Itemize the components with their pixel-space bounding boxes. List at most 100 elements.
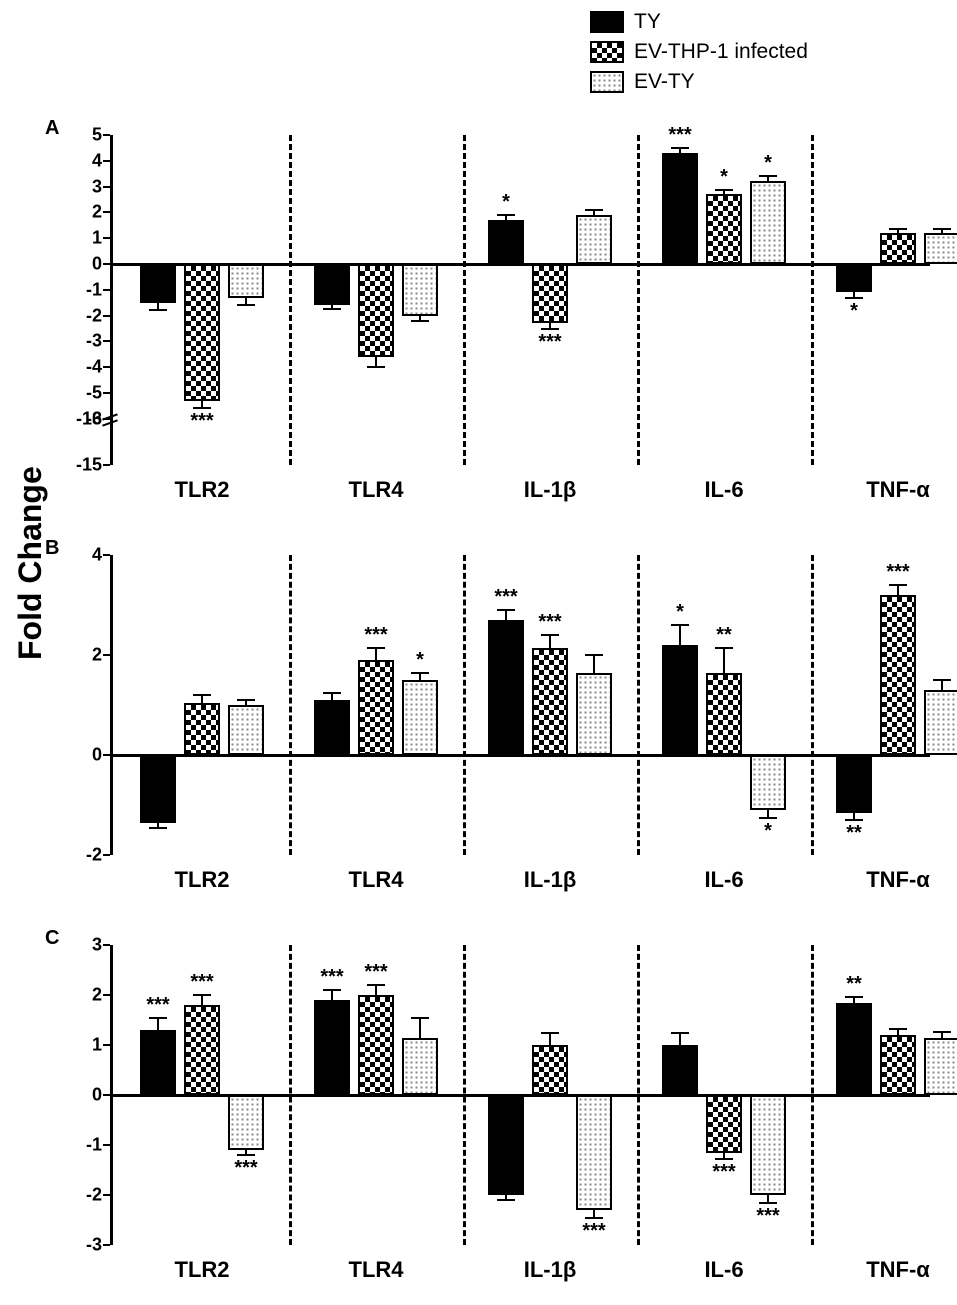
bar [924,1038,957,1096]
significance-marker: * [676,601,684,624]
bar [576,673,612,756]
bar [358,264,394,357]
significance-marker: *** [756,1205,779,1228]
ytick-label: -2 [86,1185,102,1206]
bar [836,264,872,292]
x-category-label: TNF-α [866,1257,930,1283]
ytick-label: 3 [92,935,102,956]
bar [314,264,350,305]
figure-container: TY EV-THP-1 infected EV-TY Fold Change A… [0,0,957,1305]
ytick-label: -2 [86,305,102,326]
ytick-label: -3 [86,331,102,352]
significance-marker: *** [234,1157,257,1180]
bar [402,264,438,316]
bar [706,673,742,756]
ytick-label: 0 [92,254,102,275]
bar [532,1045,568,1095]
bar [358,660,394,755]
y-axis-label: Fold Change [12,466,49,660]
ytick-label: 0 [92,1085,102,1106]
bar [184,703,220,756]
ytick-label: 1 [92,228,102,249]
bar [880,1035,916,1095]
significance-marker: * [850,300,858,323]
ytick-label: 1 [92,1035,102,1056]
ytick-label: -3 [86,1235,102,1256]
bar [880,595,916,755]
significance-marker: *** [190,410,213,433]
x-category-label: TLR2 [175,1257,230,1283]
bar [402,680,438,755]
significance-marker: * [720,166,728,189]
chart-area: -3-2-10123TLR2*********TLR4******IL-1β**… [110,945,930,1245]
bar [140,264,176,303]
ytick-label: -13 [76,408,102,429]
x-category-label: IL-1β [524,1257,577,1283]
significance-marker: *** [538,611,561,634]
bar [402,1038,438,1096]
panel-label: C [45,927,59,950]
bar [140,755,176,823]
panel-a: A-6-5-4-3-2-1012345-15-13TLR2***TLR4IL-1… [110,135,930,465]
bar [228,1095,264,1150]
ytick-label: 0 [92,745,102,766]
legend-label: TY [634,10,661,34]
significance-marker: *** [364,624,387,647]
x-category-label: TLR4 [349,867,404,893]
bar [662,1045,698,1095]
ytick-label: 2 [92,202,102,223]
significance-marker: ** [846,822,862,845]
bar [750,755,786,810]
bar [750,1095,786,1195]
bar [880,233,916,264]
chart-area: -6-5-4-3-2-1012345-15-13TLR2***TLR4IL-1β… [110,135,930,465]
legend-item: EV-TY [590,70,808,94]
panel-c: C-3-2-10123TLR2*********TLR4******IL-1β*… [110,945,930,1245]
ytick-label: 2 [92,985,102,1006]
bar [706,194,742,264]
significance-marker: * [502,191,510,214]
x-category-label: TLR2 [175,477,230,503]
significance-marker: ** [846,973,862,996]
x-category-label: TNF-α [866,867,930,893]
bar [924,690,957,755]
bar [228,264,264,298]
legend: TY EV-THP-1 infected EV-TY [590,10,808,94]
bar [532,264,568,323]
bar [358,995,394,1095]
bar [662,153,698,264]
bar [924,233,957,264]
legend-swatch-evthp1 [590,41,624,63]
bar [488,620,524,755]
significance-marker: *** [538,331,561,354]
x-category-label: TLR2 [175,867,230,893]
bar [184,1005,220,1095]
ytick-label: -1 [86,279,102,300]
legend-item: TY [590,10,808,34]
x-category-label: TLR4 [349,477,404,503]
ytick-label: -4 [86,357,102,378]
bar [836,755,872,813]
significance-marker: *** [886,561,909,584]
panel-label: B [45,537,59,560]
legend-label: EV-THP-1 infected [634,40,808,64]
x-category-label: IL-1β [524,477,577,503]
bar [706,1095,742,1153]
x-category-label: IL-1β [524,867,577,893]
ytick-label: -1 [86,1135,102,1156]
ytick-label: -15 [76,455,102,476]
ytick-label: 4 [92,150,102,171]
ytick-label: 2 [92,645,102,666]
panel-b: B-2024TLR2TLR4****IL-1β******IL-6****TNF… [110,555,930,855]
x-category-label: IL-6 [704,867,743,893]
ytick-label: 4 [92,545,102,566]
bar [532,648,568,756]
ytick-label: 3 [92,176,102,197]
x-category-label: TNF-α [866,477,930,503]
x-category-label: IL-6 [704,477,743,503]
legend-swatch-ty [590,11,624,33]
significance-marker: *** [190,971,213,994]
ytick-label: 5 [92,125,102,146]
significance-marker: ** [716,624,732,647]
bar [576,215,612,264]
